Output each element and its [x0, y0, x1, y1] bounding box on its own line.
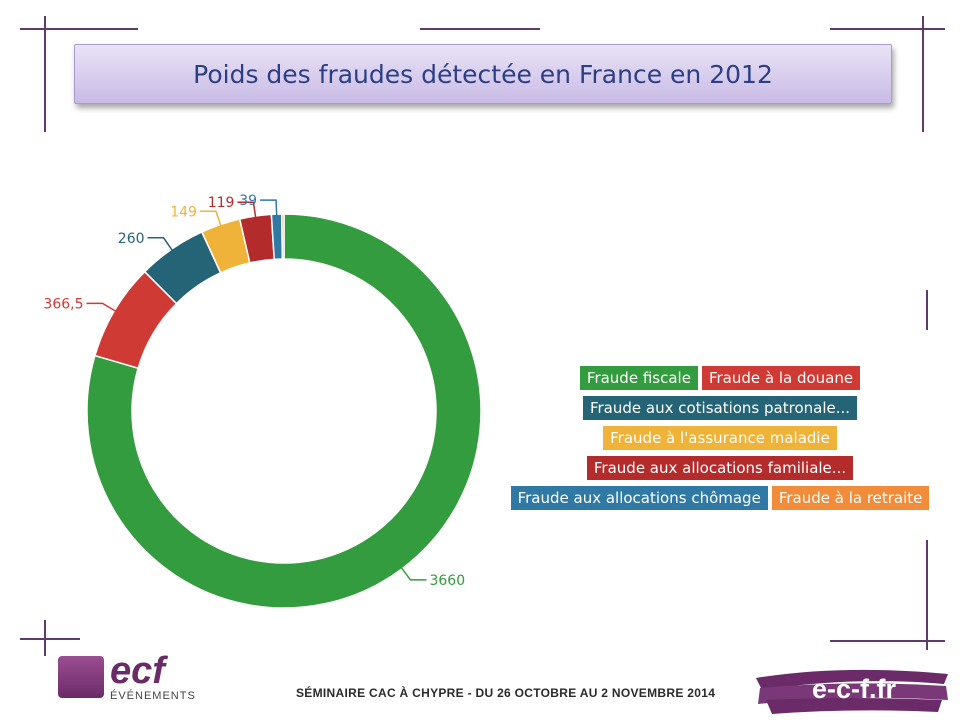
ecf-logo-text: ecf	[110, 650, 165, 692]
seminar-caption: SÉMINAIRE CAC À CHYPRE - DU 26 OCTOBRE A…	[296, 686, 716, 700]
frame-top-mid-h	[420, 28, 540, 30]
data-label-2: 260	[118, 231, 145, 247]
data-label-0: 3660	[429, 573, 465, 589]
title-banner: Poids des fraudes détectée en France en …	[74, 44, 892, 104]
leader-line-2	[147, 237, 174, 252]
legend-item-0[interactable]: Fraude fiscale	[579, 366, 698, 390]
data-label-5: 39	[239, 193, 257, 209]
chart-legend: Fraude fiscale Fraude à la douane Fraude a…	[500, 366, 940, 516]
legend-item-1[interactable]: Fraude à la douane	[701, 366, 861, 390]
legend-row: Fraude fiscale Fraude à la douane	[500, 366, 940, 390]
page-title: Poids des fraudes détectée en France en …	[193, 59, 773, 89]
leader-line-4	[237, 201, 257, 219]
frame-top-left-h	[20, 28, 138, 30]
leader-line-3	[199, 210, 222, 227]
legend-item-2[interactable]: Fraude aux cotisations patronale...	[582, 396, 858, 420]
legend-item-4[interactable]: Fraude aux allocations familiale...	[586, 456, 854, 480]
legend-row: Fraude aux cotisations patronale...	[500, 396, 940, 420]
legend-row: Fraude à l'assurance maladie	[500, 426, 940, 450]
frame-bottom-left-h	[20, 638, 80, 640]
legend-row: Fraude aux allocations chômage Fraude à l…	[500, 486, 940, 510]
frame-bottom-right-h	[830, 640, 945, 642]
ecf-logo-subtitle: ÉVÉNEMENTS	[110, 690, 196, 702]
frame-top-right-h	[830, 28, 945, 30]
frame-top-right-v	[922, 16, 924, 132]
data-label-3: 149	[170, 204, 197, 220]
leader-line-1	[86, 302, 117, 313]
data-label-4: 119	[208, 195, 235, 211]
leader-line-5	[260, 199, 278, 217]
ecf-logo-mark	[58, 656, 104, 698]
slice-0	[86, 213, 482, 609]
legend-item-3[interactable]: Fraude à l'assurance maladie	[603, 426, 837, 450]
legend-row: Fraude aux allocations familiale...	[500, 456, 940, 480]
brush-stroke	[756, 669, 948, 714]
website-url: e-c-f.fr	[812, 674, 897, 704]
frame-bottom-left-v	[44, 620, 46, 656]
legend-item-5[interactable]: Fraude aux allocations chômage	[510, 486, 768, 510]
frame-right-mid-v	[926, 290, 928, 330]
frame-bottom-right-v	[926, 540, 928, 650]
frame-top-left-v	[44, 16, 46, 132]
slice-6	[281, 213, 285, 260]
legend-item-6[interactable]: Fraude à la retraite	[771, 486, 930, 510]
leader-line-0	[400, 566, 427, 581]
data-label-1: 366,5	[43, 296, 83, 312]
